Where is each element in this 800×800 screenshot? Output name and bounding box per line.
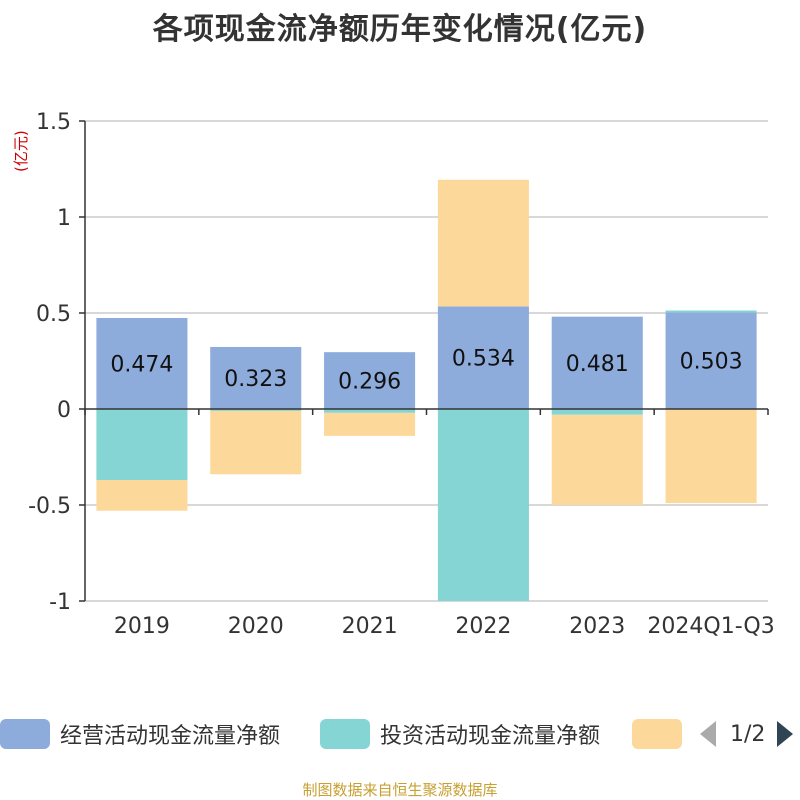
legend-prev-icon[interactable] (700, 721, 716, 747)
legend-item-investing[interactable]: 投资活动现金流量净额 (320, 716, 600, 752)
x-tick-label: 2022 (455, 614, 511, 639)
y-tick-label: 1.5 (36, 110, 71, 135)
legend-item-financing[interactable] (632, 716, 682, 752)
bar-investing (437, 409, 529, 601)
bar-investing (96, 409, 188, 481)
bar-financing (210, 410, 302, 475)
y-tick-label: -0.5 (28, 494, 71, 519)
legend-page-indicator: 1/2 (730, 721, 766, 747)
data-label: 0.323 (224, 367, 287, 392)
legend-swatch-investing (320, 719, 370, 749)
bar-investing (665, 310, 757, 313)
bar-financing (324, 412, 416, 436)
bar-financing (665, 409, 757, 504)
legend: 经营活动现金流量净额 投资活动现金流量净额 1/2 (0, 716, 800, 756)
data-label: 0.474 (110, 352, 173, 377)
data-label: 0.296 (338, 370, 401, 395)
bar-financing (551, 414, 643, 505)
y-tick-label: -1 (49, 590, 71, 615)
data-label: 0.481 (566, 352, 629, 377)
x-tick-label: 2021 (342, 614, 398, 639)
legend-pager: 1/2 (700, 716, 794, 752)
bar-financing (96, 480, 188, 511)
legend-label-investing: 投资活动现金流量净额 (380, 724, 601, 749)
bar-investing (210, 409, 302, 411)
data-label: 0.503 (680, 350, 743, 375)
legend-item-operating[interactable]: 经营活动现金流量净额 (0, 716, 280, 752)
x-tick-label: 2020 (228, 614, 284, 639)
legend-label-operating: 经营活动现金流量净额 (60, 724, 281, 749)
y-tick-label: 1 (57, 206, 71, 231)
legend-swatch-operating (0, 719, 50, 749)
legend-next-icon[interactable] (777, 721, 794, 747)
bar-operating (551, 316, 643, 409)
x-tick-label: 2023 (569, 614, 625, 639)
bar-financing (437, 179, 529, 307)
chart-canvas: -1 -0.5 0 0.5 1 1.5 0.474 0.323 0.296 0.534 0.481 0… (28, 110, 775, 639)
data-source-footer: 制图数据来自恒生聚源数据库 (302, 781, 498, 799)
bar-operating (437, 306, 529, 409)
bar-operating (210, 346, 302, 409)
x-tick-label: 2019 (114, 614, 170, 639)
y-tick-label: 0 (57, 398, 71, 423)
bar-investing (324, 409, 416, 413)
bar-operating (665, 312, 757, 409)
legend-swatch-financing (632, 719, 682, 749)
chart-title: 各项现金流净额历年变化情况(亿元) (152, 12, 648, 47)
y-tick-label: 0.5 (36, 302, 71, 327)
bar-operating (96, 317, 188, 409)
bar-investing (551, 409, 643, 415)
data-label: 0.534 (452, 347, 515, 372)
bar-operating (324, 352, 416, 409)
x-tick-label: 2024Q1-Q3 (647, 614, 774, 639)
